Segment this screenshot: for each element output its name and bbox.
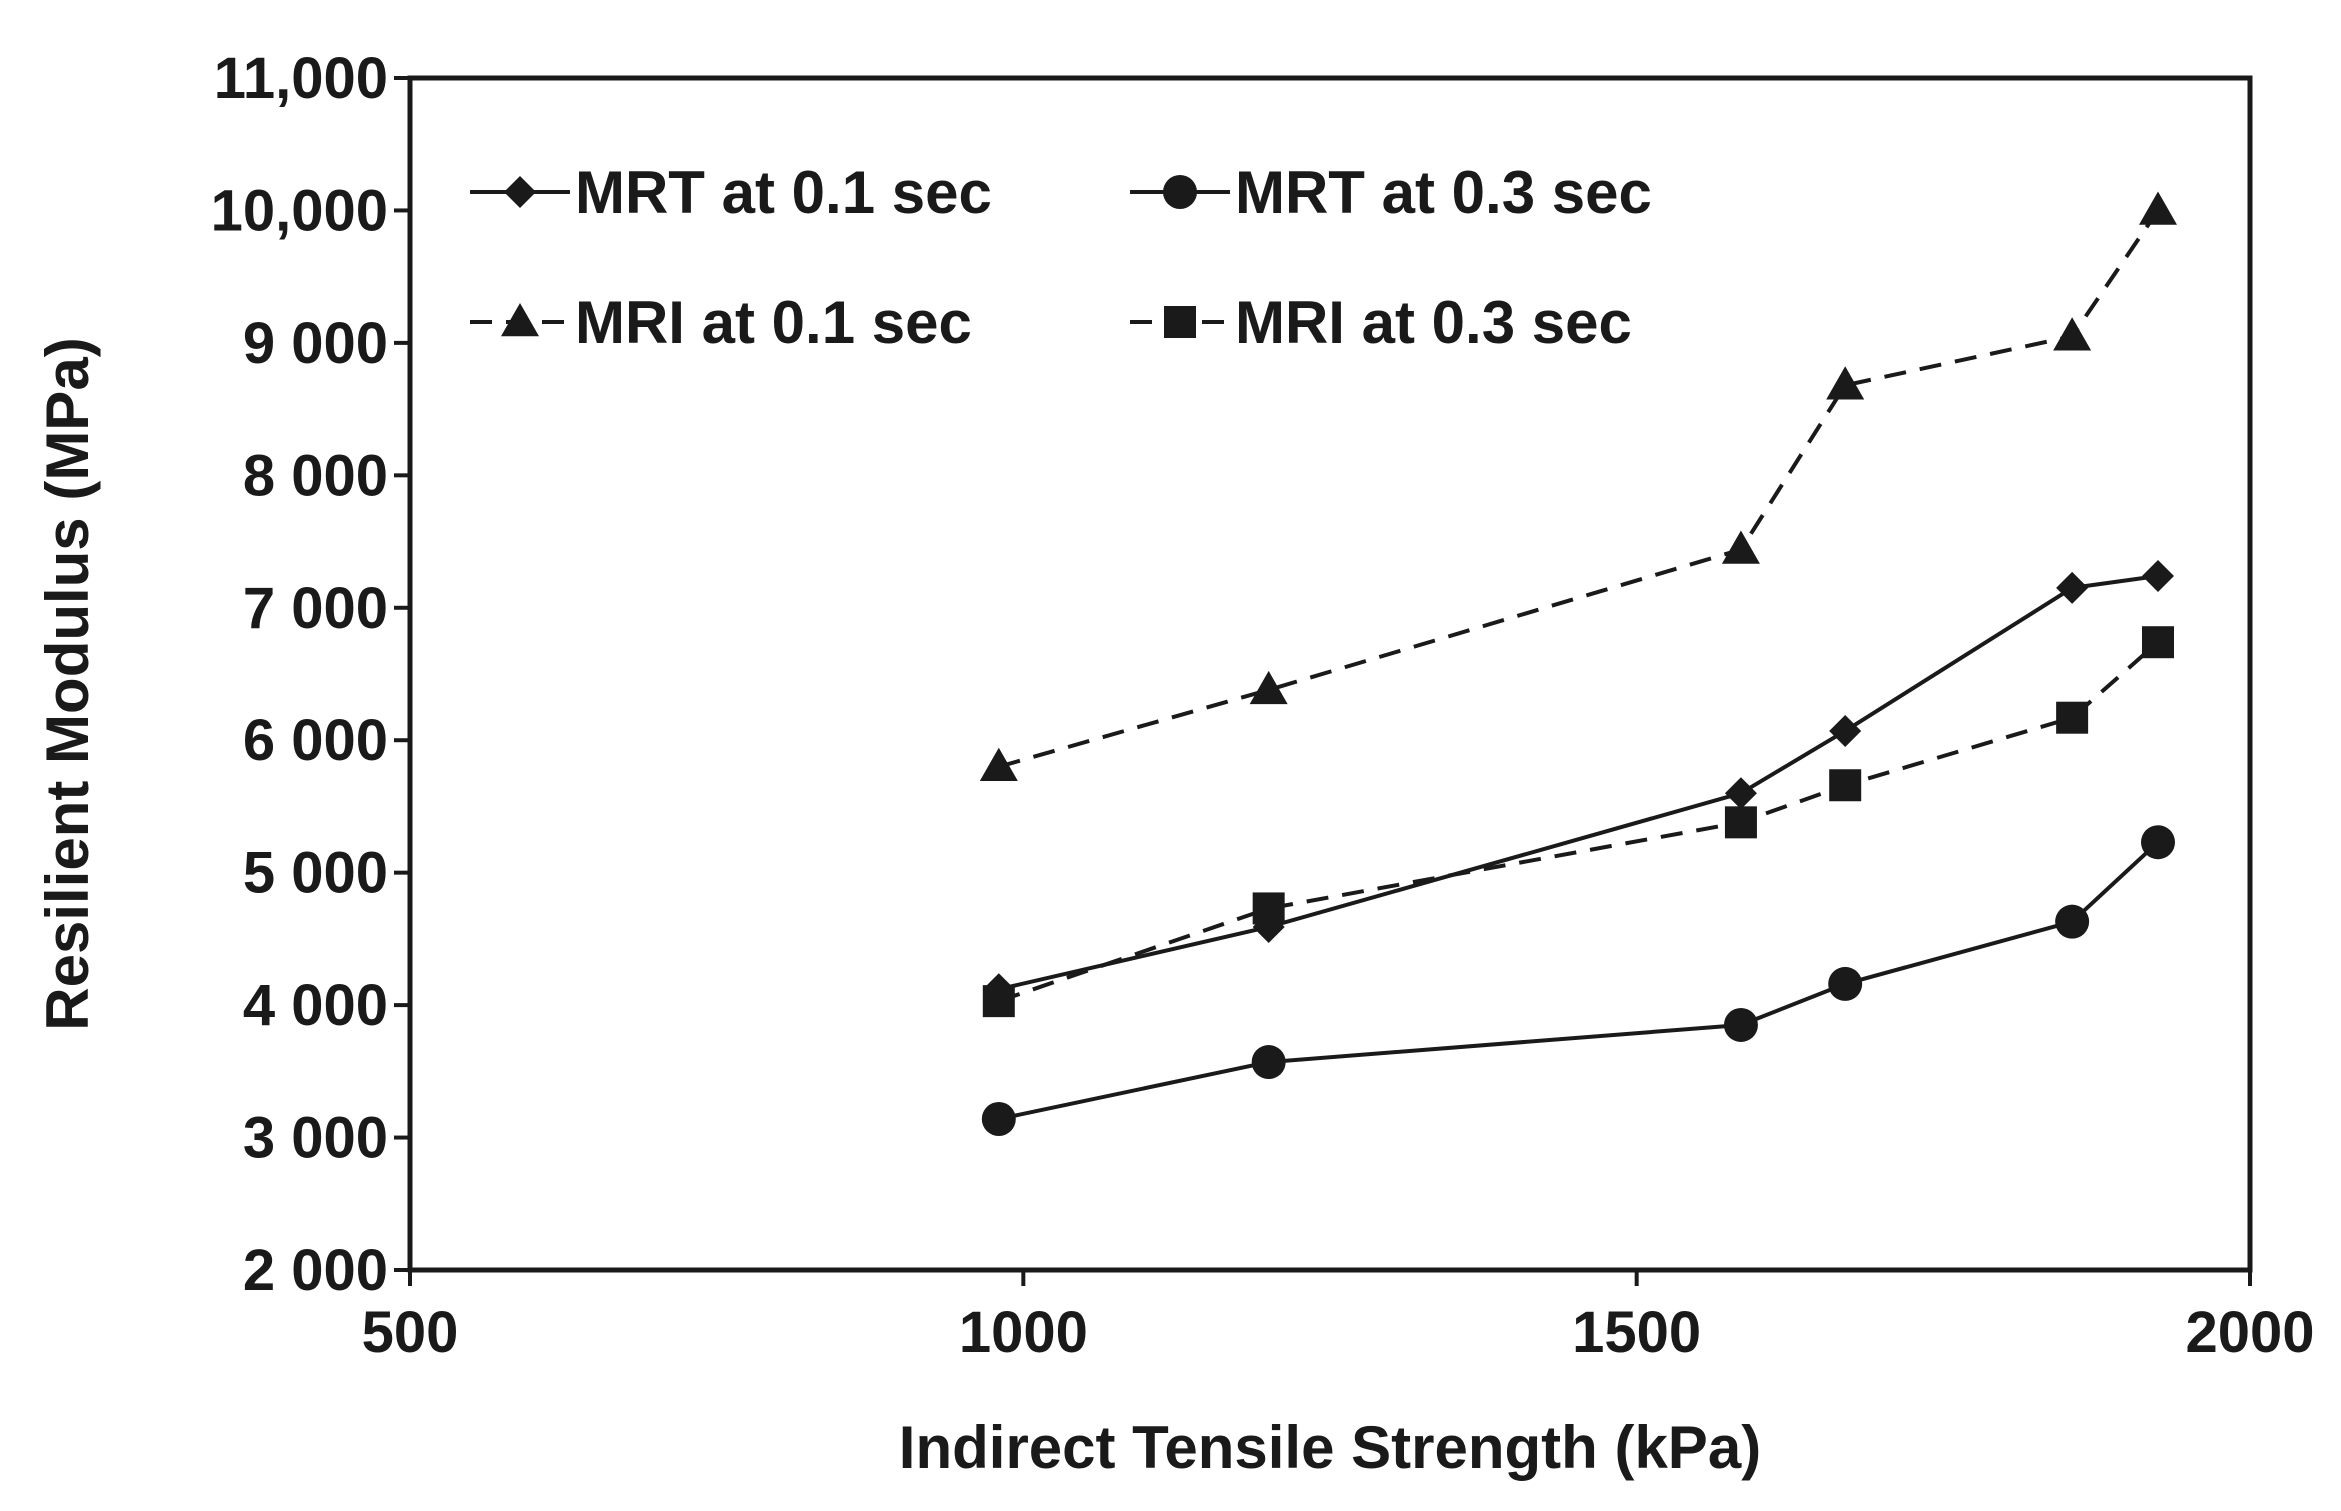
x-tick-label: 500 (362, 1300, 459, 1365)
x-tick-label: 1000 (959, 1300, 1088, 1365)
y-tick-label: 4 000 (243, 973, 388, 1038)
legend-item: MRI at 0.3 sec (1130, 289, 1632, 356)
series-circle (981, 825, 2175, 1137)
y-tick-label: 3 000 (243, 1106, 388, 1171)
x-axis-ticks: 500 1000 1500 2000 (362, 1270, 2315, 1365)
legend-item: MRT at 0.1 sec (470, 159, 992, 226)
data-point-diamond (2056, 571, 2089, 604)
series-diamond (982, 559, 2174, 1006)
series-line (998, 574, 2159, 992)
plot-area-frame (407, 75, 2253, 1273)
data-point-circle (1828, 966, 1863, 1001)
legend-label: MRT at 0.3 sec (1235, 159, 1652, 226)
series-layer (979, 191, 2177, 1137)
data-point-circle (1723, 1007, 1758, 1042)
x-tick-label: 1500 (1572, 1300, 1701, 1365)
legend-marker-circle (1163, 175, 1197, 209)
y-axis-title: Resilient Modulus (MPa) (34, 337, 101, 1030)
data-point-diamond (1724, 777, 1757, 810)
data-point-square (2142, 626, 2174, 659)
data-point-triangle (1249, 670, 1288, 705)
data-point-triangle (1721, 530, 1760, 564)
legend-marker-square (1164, 306, 1196, 338)
data-point-square (1252, 892, 1285, 925)
legend-label: MRI at 0.1 sec (575, 289, 972, 356)
y-tick-label: 5 000 (243, 841, 388, 906)
y-tick-label: 7 000 (243, 576, 388, 641)
data-point-diamond (1829, 714, 1862, 747)
data-point-circle (2141, 825, 2175, 860)
series-line (998, 209, 2160, 769)
y-tick-label: 8 000 (243, 443, 388, 508)
data-point-circle (1251, 1045, 1286, 1080)
y-tick-label: 11,000 (214, 46, 388, 111)
series-triangle (979, 191, 2177, 781)
legend-label: MRI at 0.3 sec (1235, 289, 1632, 356)
legend: MRT at 0.1 sec MRT at 0.3 sec MRI at 0.1 s… (470, 159, 1652, 356)
data-point-triangle (979, 747, 1018, 781)
data-point-circle (2055, 904, 2090, 939)
series-line (998, 840, 2160, 1121)
y-tick-label: 9 000 (243, 311, 388, 376)
data-point-circle (981, 1102, 1016, 1137)
y-axis-ticks: 2 000 3 000 4 000 5 000 6 000 7 000 8 000 9 000… (211, 46, 410, 1303)
data-point-triangle (1826, 366, 1865, 400)
y-tick-label: 10,000 (211, 178, 388, 243)
legend-label: MRT at 0.1 sec (575, 159, 992, 226)
data-point-square (982, 985, 1015, 1018)
data-point-square (2056, 701, 2089, 734)
series-square (982, 626, 2174, 1018)
data-point-diamond (2142, 559, 2174, 592)
y-tick-label: 6 000 (243, 708, 388, 773)
data-point-square (1724, 806, 1757, 839)
data-point-triangle (2139, 191, 2177, 225)
x-axis-title: Indirect Tensile Strength (kPa) (899, 1414, 1761, 1481)
legend-marker-diamond (504, 176, 536, 208)
legend-item: MRT at 0.3 sec (1130, 159, 1652, 226)
data-point-square (1829, 769, 1862, 802)
legend-marker-triangle (501, 303, 539, 337)
x-tick-label: 2000 (2185, 1300, 2314, 1365)
data-point-triangle (2053, 317, 2092, 351)
y-tick-label: 2 000 (243, 1238, 388, 1303)
legend-item: MRI at 0.1 sec (470, 289, 972, 356)
